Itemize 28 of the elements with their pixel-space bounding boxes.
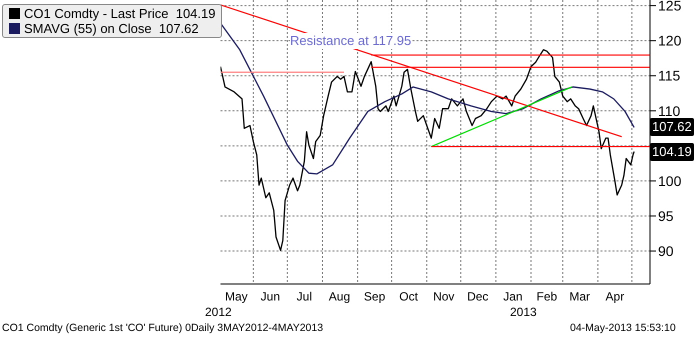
x-tick-label: Mar: [569, 290, 590, 304]
y-tick-label: 120: [658, 32, 682, 49]
text: 2013: [510, 305, 537, 320]
x-tick-label: Jan: [503, 290, 523, 304]
text: 2012: [205, 305, 232, 320]
y-tick-label: 100: [658, 172, 682, 189]
legend-label: CO1 Comdty - Last Price 104.19: [24, 6, 216, 21]
y-tick-label: 95: [658, 208, 674, 224]
annotation: Resistance at 117.95: [290, 33, 412, 49]
text: CO1 Comdty (Generic 1st 'CO' Future) 0Daily 3MAY2012-4MAY2013: [2, 322, 324, 335]
x-tick-label: Feb: [536, 290, 558, 304]
x-tick-label: Jul: [296, 290, 312, 304]
x-tick-label: Sep: [364, 290, 386, 304]
annotation: 104.19: [650, 142, 694, 161]
text: 04-May-2013 15:53:10: [570, 322, 676, 335]
x-tick-label: Oct: [399, 290, 419, 304]
annotation: 107.62: [650, 118, 694, 136]
y-tick-label: 90: [658, 243, 674, 260]
y-tick-label: 110: [658, 102, 681, 119]
x-tick-label: May: [225, 290, 248, 304]
legend-label: SMAVG (55) on Close 107.62: [24, 21, 199, 36]
y-tick-label: 115: [658, 68, 681, 84]
y-tick-label: 125: [658, 0, 682, 14]
x-tick-label: Nov: [433, 290, 454, 304]
x-tick-label: Jun: [260, 290, 280, 304]
x-tick-label: Apr: [606, 290, 624, 304]
x-tick-label: Dec: [467, 290, 488, 304]
x-tick-label: Aug: [328, 290, 350, 304]
